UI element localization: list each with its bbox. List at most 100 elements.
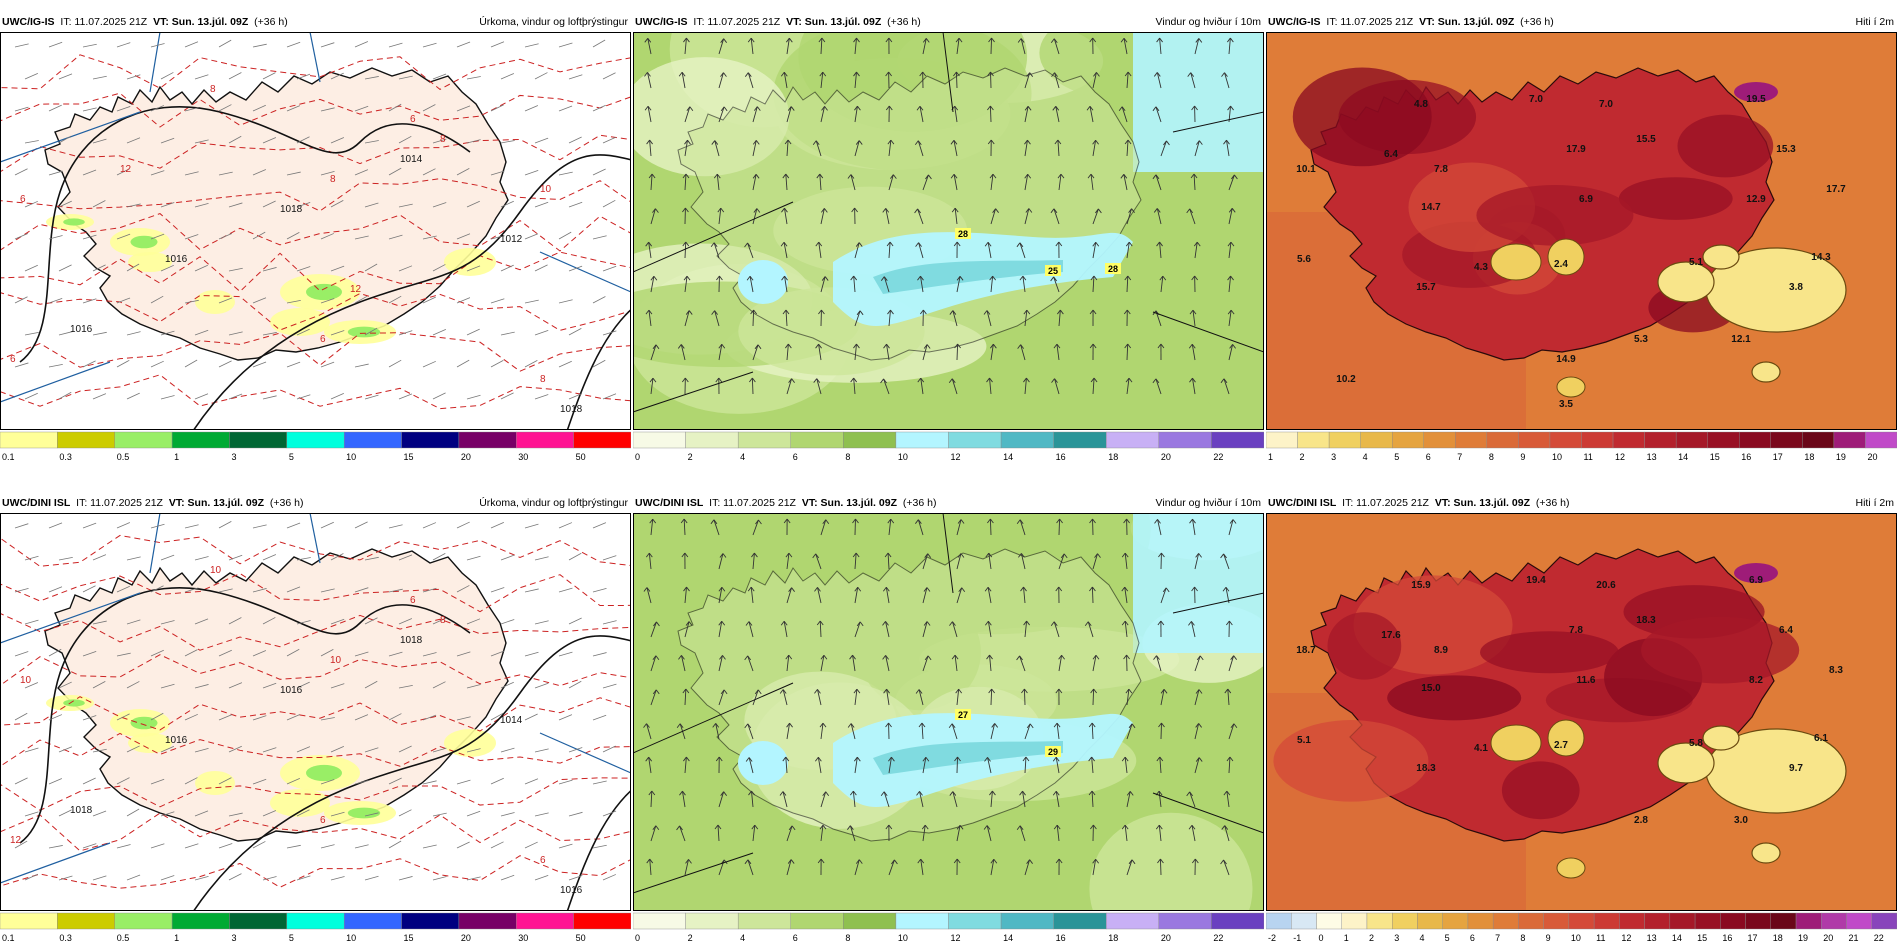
colorbar-legend: 0.1 0.3 0.5 1 3 5 10 15 20 30 50 bbox=[0, 911, 631, 945]
wind-arrow bbox=[716, 174, 720, 191]
wind-arrow bbox=[1160, 858, 1164, 864]
wind-arrow bbox=[1092, 309, 1097, 315]
temperature-label: 6 bbox=[540, 855, 546, 866]
wind-barb bbox=[262, 876, 277, 881]
wind-arrow bbox=[1124, 824, 1129, 830]
isobar-label: 1018 bbox=[400, 635, 423, 646]
wind-arrow bbox=[1224, 825, 1229, 830]
wind-barb bbox=[160, 554, 175, 561]
wind-arrow bbox=[1091, 756, 1096, 762]
wind-arrow bbox=[1158, 791, 1162, 808]
temperature-contour bbox=[0, 213, 631, 252]
wind-arrow bbox=[922, 621, 928, 638]
wind-barb bbox=[422, 360, 436, 368]
model-name: UWC/IG-IS bbox=[635, 16, 688, 28]
wind-arrow bbox=[1019, 242, 1024, 248]
wind-barb bbox=[116, 297, 131, 304]
wind-arrow bbox=[652, 655, 657, 661]
wind-arrow bbox=[780, 620, 785, 626]
wind-arrow bbox=[1123, 174, 1128, 191]
colorbar-swatch bbox=[948, 431, 1002, 449]
wind-arrow bbox=[918, 689, 924, 706]
wind-arrow bbox=[1023, 377, 1027, 383]
wind-arrow bbox=[855, 518, 859, 524]
panel-header: UWC/IG-IS IT: 11.07.2025 21Z VT: Sun. 13… bbox=[633, 12, 1264, 32]
wind-barb bbox=[24, 331, 39, 336]
wind-arrow bbox=[853, 377, 858, 383]
wind-arrow bbox=[723, 72, 727, 77]
wind-arrow bbox=[687, 139, 691, 145]
wind-arrow bbox=[919, 106, 924, 123]
wind-arrow bbox=[1093, 688, 1097, 694]
colorbar-swatch bbox=[1694, 912, 1721, 930]
colorbar-tick-label: 12 bbox=[951, 933, 961, 943]
wind-arrow bbox=[820, 858, 825, 864]
colorbar-swatch bbox=[1549, 431, 1582, 449]
glacier-cold-area bbox=[1547, 238, 1585, 276]
wind-arrow bbox=[854, 689, 858, 706]
temperature-value-label: 17.6 bbox=[1381, 630, 1401, 641]
wind-barb bbox=[602, 265, 617, 272]
wind-map: 27 29 bbox=[633, 513, 1264, 911]
wind-arrow bbox=[1055, 790, 1060, 796]
wind-barb bbox=[524, 105, 539, 112]
wind-arrow bbox=[1089, 518, 1093, 524]
wind-barb bbox=[558, 522, 573, 529]
wind-arrow bbox=[752, 174, 757, 191]
colorbar-swatch bbox=[573, 912, 631, 930]
wind-barb bbox=[320, 361, 335, 368]
wind-barb bbox=[568, 617, 582, 625]
wind-barb bbox=[286, 714, 301, 721]
wind-arrow bbox=[927, 553, 932, 558]
colorbar: 1 2 3 4 5 6 7 8 9 10 11 12 13 14 15 16 17 18 19 20 bbox=[1266, 431, 1897, 462]
colorbar-swatch bbox=[1871, 912, 1897, 930]
wind-arrow bbox=[958, 37, 963, 43]
wind-arrow bbox=[1056, 723, 1060, 740]
precip-map-panel: UWC/DINI ISL IT: 11.07.2025 21Z VT: Sun.… bbox=[0, 493, 631, 945]
wind-arrow bbox=[754, 689, 759, 695]
temperature-contour bbox=[0, 134, 631, 173]
wind-barb bbox=[48, 845, 63, 849]
wind-arrow bbox=[825, 519, 830, 524]
wind-arrow bbox=[1227, 105, 1231, 111]
wind-barb bbox=[534, 748, 549, 753]
colorbar-tick-label: 2 bbox=[688, 933, 693, 943]
temperature-value-label: 4.8 bbox=[1414, 99, 1428, 110]
wind-arrow bbox=[956, 71, 960, 77]
wind-arrow bbox=[954, 343, 958, 349]
wind-arrow bbox=[1191, 275, 1196, 281]
colorbar-swatch bbox=[229, 912, 288, 930]
temperature-area bbox=[1292, 67, 1432, 167]
temperature-value-label: 10.2 bbox=[1336, 374, 1356, 385]
wind-arrow bbox=[715, 377, 720, 383]
wind-arrow bbox=[1228, 519, 1234, 536]
wind-arrow bbox=[786, 587, 793, 604]
wind-barb bbox=[150, 712, 164, 721]
temperature-value-label: 3.5 bbox=[1559, 399, 1573, 410]
wind-arrow bbox=[752, 344, 759, 361]
wind-barb bbox=[296, 681, 310, 689]
colorbar-swatch bbox=[1669, 912, 1696, 930]
wind-barb bbox=[58, 746, 73, 753]
isobar bbox=[19, 587, 471, 844]
wind-barb bbox=[116, 652, 131, 657]
wind-barb bbox=[82, 43, 97, 48]
wind-arrow bbox=[1092, 72, 1097, 89]
wind-arrow bbox=[1131, 208, 1135, 213]
precip-map: 1018 1016 1016 1018 1014 1016 10 10 8 10 12 6 6 6 bbox=[0, 513, 631, 911]
wind-arrow bbox=[744, 242, 748, 248]
wind-arrow bbox=[1087, 173, 1092, 179]
wind-barb bbox=[228, 745, 242, 753]
wind-arrow bbox=[1029, 72, 1034, 77]
wind-arrow bbox=[817, 587, 821, 592]
colorbar-tick-label: 10 bbox=[1552, 452, 1562, 462]
panel-run-info: UWC/DINI ISL IT: 11.07.2025 21Z VT: Sun.… bbox=[635, 493, 936, 513]
wind-arrow bbox=[1190, 72, 1196, 89]
wind-barb bbox=[330, 137, 345, 144]
wind-arrow bbox=[723, 791, 728, 796]
colorbar-tick-label: 18 bbox=[1773, 933, 1783, 943]
wind-barb bbox=[48, 714, 63, 721]
wind-arrow bbox=[757, 689, 762, 695]
wind-barb bbox=[252, 588, 267, 593]
wind-arrow bbox=[988, 553, 992, 570]
